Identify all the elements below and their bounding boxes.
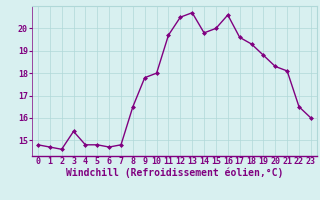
X-axis label: Windchill (Refroidissement éolien,°C): Windchill (Refroidissement éolien,°C): [66, 167, 283, 178]
